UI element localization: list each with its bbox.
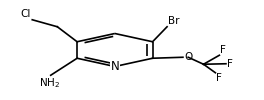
Text: O: O bbox=[184, 52, 192, 62]
Text: Cl: Cl bbox=[21, 9, 31, 19]
Text: F: F bbox=[216, 73, 222, 83]
Text: F: F bbox=[227, 59, 233, 69]
Text: NH$_2$: NH$_2$ bbox=[39, 76, 60, 90]
Text: Br: Br bbox=[168, 16, 180, 26]
Text: N: N bbox=[110, 60, 119, 73]
Text: F: F bbox=[220, 45, 226, 55]
